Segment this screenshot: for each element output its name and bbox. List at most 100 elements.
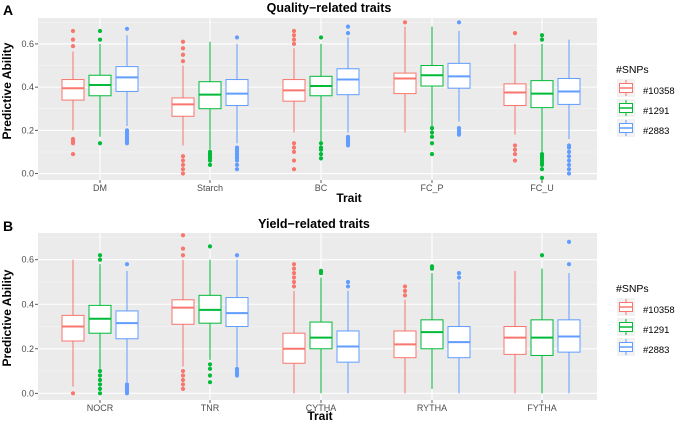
- box-iqr: [115, 66, 139, 92]
- outlier-point: [207, 366, 213, 371]
- outlier-point: [318, 35, 324, 40]
- outlier-point: [539, 175, 545, 180]
- outlier-point: [345, 284, 351, 289]
- outlier-point: [566, 158, 572, 163]
- panel-b-box-snps-10358-nocr: [61, 259, 85, 396]
- outlier-point: [70, 391, 76, 396]
- box-iqr: [420, 319, 444, 350]
- outlier-point: [97, 257, 103, 262]
- panel-b-legend-label: #10358: [643, 305, 675, 316]
- panel-a-legend-label: #10358: [643, 86, 675, 97]
- outlier-point: [539, 37, 545, 42]
- outlier-point: [566, 162, 572, 167]
- outlier-point: [180, 154, 186, 159]
- outlier-point: [456, 275, 462, 280]
- panel-a-y-axis-title: Predictive Ability: [0, 42, 14, 139]
- outlier-point: [345, 24, 351, 29]
- outlier-point: [180, 52, 186, 57]
- outlier-point: [291, 145, 297, 150]
- panel-a-x-ticks: DM Starch BC FC_P FC_U: [93, 183, 554, 193]
- outlier-point: [402, 293, 408, 298]
- panel-b-box-snps-2883-fytha: [557, 239, 581, 394]
- outlier-point: [429, 126, 435, 131]
- outlier-point: [318, 151, 324, 157]
- panel-b-legend: #SNPs #10358 #1291 #2883: [616, 283, 675, 356]
- outlier-point: [97, 386, 103, 391]
- outlier-point: [97, 253, 103, 258]
- outlier-point: [97, 141, 103, 146]
- panel-b-plot: [38, 233, 597, 403]
- panel-a-y-tick: 0.4: [21, 82, 34, 92]
- outlier-point: [70, 37, 76, 42]
- outlier-point: [180, 368, 186, 374]
- panel-b-box-snps-10358-tnr: [171, 233, 195, 391]
- box-iqr: [115, 310, 139, 340]
- panel-b-box-snps-1291-tnr: [198, 244, 222, 385]
- outlier-point: [318, 145, 324, 150]
- panel-a-y-tick: 0.6: [21, 39, 34, 49]
- panel-b-x-tick: CYTHA: [306, 403, 337, 413]
- panel-b-y-axis-title: Predictive Ability: [0, 269, 14, 366]
- panel-a-plot: [38, 18, 597, 183]
- outlier-point: [429, 130, 435, 135]
- outlier-point: [97, 373, 103, 378]
- outlier-point: [97, 28, 103, 34]
- outlier-point: [180, 171, 186, 176]
- outlier-point: [402, 20, 408, 25]
- outlier-point: [566, 143, 572, 148]
- outlier-point: [207, 162, 213, 167]
- panel-a-x-tick: FC_P: [420, 183, 443, 193]
- outlier-point: [402, 284, 408, 289]
- panel-a-box-snps-10358-dm: [61, 28, 85, 157]
- panel-b-box-snps-10358-fytha: [503, 270, 527, 394]
- panel-b-box-snps-10358-rytha: [393, 284, 417, 394]
- outlier-point: [539, 33, 545, 38]
- panel-b-y-tick: 0.0: [21, 388, 34, 398]
- outlier-point: [512, 147, 518, 152]
- outlier-point: [180, 46, 186, 51]
- outlier-point: [234, 366, 240, 371]
- outlier-point: [124, 26, 130, 31]
- outlier-point: [124, 128, 130, 133]
- panel-a-box-snps-10358-bc: [282, 28, 306, 172]
- outlier-point: [512, 158, 518, 163]
- panel-a-y-tick: 0.2: [21, 125, 34, 135]
- panel-b-y-ticks: 0.0 0.2 0.4 0.6: [21, 255, 38, 398]
- outlier-point: [345, 134, 351, 139]
- outlier-point: [180, 386, 186, 391]
- panel-b-box-snps-2883-tnr: [225, 253, 249, 378]
- outlier-point: [318, 156, 324, 161]
- box-iqr: [171, 97, 195, 117]
- box-iqr: [61, 314, 85, 342]
- panel-a-box-snps-1291-fc_u: [530, 33, 554, 180]
- panel-a-box-snps-2883-bc: [336, 24, 360, 148]
- outlier-point: [291, 141, 297, 146]
- panel-a-box-snps-2883-fc_u: [557, 39, 581, 176]
- outlier-point: [291, 28, 297, 34]
- panel-b-legend-label: #1291: [643, 325, 669, 336]
- panel-a-legend-label: #1291: [643, 106, 669, 117]
- panel-a-x-tick: BC: [315, 183, 328, 193]
- box-iqr: [503, 326, 527, 355]
- panel-a-legend-title: #SNPs: [616, 64, 649, 76]
- outlier-point: [207, 373, 213, 378]
- panel-b-title: Yield−related traits: [258, 217, 370, 231]
- outlier-point: [456, 126, 462, 131]
- outlier-point: [207, 362, 213, 367]
- panel-b-legend-key-snps-10358: [617, 298, 635, 316]
- outlier-point: [318, 141, 324, 146]
- outlier-point: [566, 262, 572, 267]
- panel-a-legend-keys: [617, 79, 635, 137]
- outlier-point: [512, 143, 518, 148]
- outlier-point: [291, 284, 297, 289]
- panel-b-y-tick: 0.2: [21, 344, 34, 354]
- panel-a-label: A: [3, 2, 13, 18]
- outlier-point: [429, 141, 435, 146]
- panel-b-box-snps-1291-cytha: [309, 268, 333, 394]
- panel-a-x-axis-title: Trait: [336, 191, 361, 205]
- panel-b-label: B: [3, 218, 13, 234]
- outlier-point: [566, 239, 572, 245]
- panel-a-box-snps-2883-starch: [225, 35, 249, 172]
- outlier-point: [180, 167, 186, 172]
